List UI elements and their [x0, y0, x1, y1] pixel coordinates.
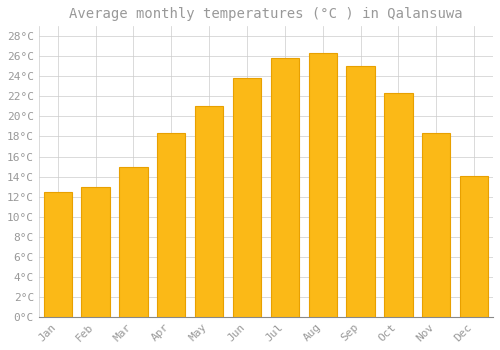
Bar — [82, 187, 110, 317]
Bar — [270, 58, 299, 317]
Bar — [422, 133, 450, 317]
Bar — [384, 93, 412, 317]
Bar — [157, 133, 186, 317]
Bar — [195, 106, 224, 317]
Bar — [119, 167, 148, 317]
Bar — [44, 191, 72, 317]
Bar — [308, 53, 337, 317]
Bar — [346, 66, 375, 317]
Bar — [233, 78, 261, 317]
Title: Average monthly temperatures (°C ) in Qalansuwa: Average monthly temperatures (°C ) in Qa… — [69, 7, 462, 21]
Bar — [460, 176, 488, 317]
